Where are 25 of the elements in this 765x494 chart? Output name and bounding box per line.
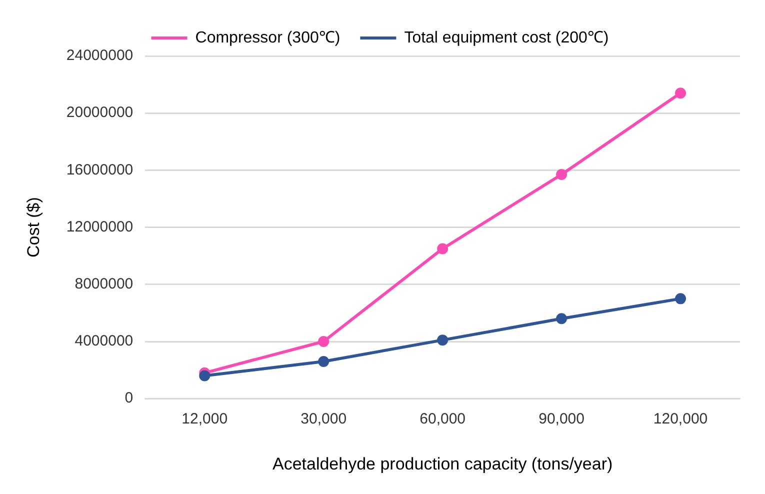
point (318, 356, 330, 367)
y-axis-title: Cost ($) (24, 197, 43, 258)
point (556, 168, 568, 180)
y-tick-label: 24000000 (66, 47, 134, 64)
y-tick-label: 0 (124, 390, 134, 407)
point (675, 293, 686, 304)
legend-label: Compressor (300℃) (195, 29, 340, 46)
legend-label: Total equipment cost (200℃) (404, 29, 609, 46)
point (556, 313, 568, 324)
point (675, 88, 686, 99)
x-tick-label: 90,000 (538, 410, 584, 428)
y-tick-label: 12000000 (66, 218, 134, 236)
x-tick-label: 12,000 (182, 410, 228, 428)
x-tick-label: 30,000 (300, 410, 347, 428)
x-axis-title: Acetaldehyde production capacity (tons/year) (272, 454, 613, 474)
y-tick-label: 4000000 (74, 332, 134, 350)
point (437, 243, 448, 254)
point (318, 336, 330, 347)
y-tick-label: 16000000 (66, 161, 134, 178)
y-tick-label: 8000000 (74, 276, 134, 293)
x-tick-label: 60,000 (420, 410, 466, 428)
point (199, 370, 210, 382)
y-tick-label: 20000000 (66, 104, 134, 122)
point (437, 334, 448, 346)
x-tick-label: 120,000 (653, 410, 708, 428)
